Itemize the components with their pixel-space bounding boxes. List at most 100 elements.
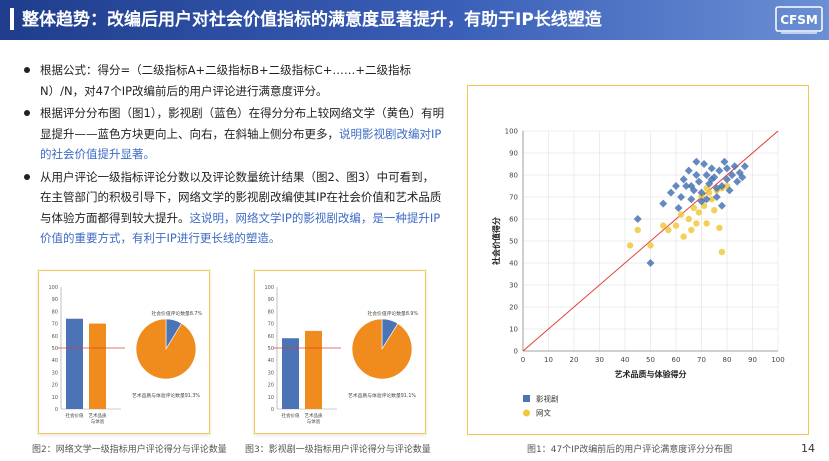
y-tick-label: 70 bbox=[268, 322, 274, 328]
fig2-card: 0 10 20 30 40 50 60 70 80 90 100 社会价值 艺术品质 与体验 社会价值评论数… bbox=[38, 270, 210, 434]
x-tick-label: 10 bbox=[544, 356, 553, 364]
y-tick-label: 60 bbox=[268, 334, 274, 340]
y-tick-label: 50 bbox=[268, 346, 274, 352]
scatter-point-webnovel bbox=[685, 215, 692, 223]
bullet-2: 根据评分分布图（图1），影视剧（蓝色）在得分分布上较网络文学（黄色）有明显提升—… bbox=[20, 103, 445, 165]
y-tick-label: 90 bbox=[509, 150, 518, 158]
bar-1 bbox=[89, 323, 106, 409]
y-tick-label: 0 bbox=[271, 407, 274, 413]
slide-title: 整体趋势：改编后用户对社会价值指标的满意度显著提升，有助于IP长线塑造 bbox=[22, 10, 602, 30]
scatter-point-drama bbox=[700, 160, 709, 168]
fig3-card: 0 10 20 30 40 50 60 70 80 90 100 社会价值 艺术品质 与体验 社会价值评论数… bbox=[254, 270, 426, 434]
fig2-caption: 图2：网络文学一级指标用户评论得分与评论数量 bbox=[32, 445, 227, 455]
pie-label-social: 社会价值评论数量8.9% bbox=[367, 310, 418, 317]
cfsm-logo: CFSM bbox=[775, 6, 823, 34]
scatter-point-drama bbox=[677, 193, 686, 201]
scatter-point-webnovel bbox=[690, 204, 698, 212]
bullet-1: 根据公式：得分=（二级指标A+二级指标B+二级指标C+……+二级指标N）/N，对… bbox=[20, 60, 445, 101]
scatter-point-webnovel bbox=[711, 207, 718, 214]
bullet-list: 根据公式：得分=（二级指标A+二级指标B+二级指标C+……+二级指标N）/N，对… bbox=[20, 60, 445, 251]
bar-category-label: 艺术品质 bbox=[305, 412, 323, 419]
x-tick-label: 80 bbox=[723, 356, 732, 364]
scatter-point-drama bbox=[679, 175, 688, 184]
pie-label-artistic: 艺术品质与体验评论数量91.1% bbox=[348, 392, 416, 399]
y-tick-label: 40 bbox=[509, 260, 518, 268]
scatter-point-drama bbox=[707, 164, 716, 173]
y-tick-label: 20 bbox=[52, 383, 58, 389]
scatter-point-drama bbox=[694, 177, 703, 186]
y-tick-label: 50 bbox=[52, 346, 58, 352]
scatter-point-drama bbox=[702, 171, 711, 179]
scatter-point-drama bbox=[712, 193, 721, 201]
scatter-point-drama bbox=[659, 199, 668, 208]
pie-slice-1 bbox=[351, 318, 413, 380]
scatter-point-drama bbox=[725, 186, 734, 195]
scatter-point-drama bbox=[715, 166, 724, 175]
scatter-point-drama bbox=[720, 157, 729, 166]
x-axis-label: 艺术品质与体验得分 bbox=[615, 369, 687, 379]
y-tick-label: 70 bbox=[52, 322, 58, 328]
scatter-point-webnovel bbox=[634, 226, 641, 234]
fig1-caption: 图1：47个IP改编前后的用户评论满意度评分分布图 bbox=[527, 445, 733, 455]
scatter-point-webnovel bbox=[688, 226, 695, 234]
x-tick-label: 40 bbox=[621, 356, 630, 364]
bar-category-label: 艺术品质 bbox=[89, 412, 107, 419]
scatter-point-drama bbox=[697, 197, 706, 206]
scatter-point-drama bbox=[646, 259, 655, 267]
y-tick-label: 80 bbox=[52, 309, 58, 315]
x-tick-label: 30 bbox=[595, 356, 604, 364]
scatter-point-drama bbox=[705, 179, 714, 188]
scatter-point-webnovel bbox=[698, 193, 705, 201]
bar-category-label-cont: 与体验 bbox=[91, 418, 105, 425]
scatter-point-webnovel bbox=[665, 226, 672, 234]
y-tick-label: 60 bbox=[509, 216, 518, 224]
scatter-point-drama bbox=[723, 164, 731, 173]
scatter-point-drama bbox=[730, 162, 739, 171]
bullet-3: 从用户评论一级指标评论分数以及评论数量统计结果（图2、图3）中可看到，在主管部门… bbox=[20, 167, 445, 249]
scatter-point-drama bbox=[633, 215, 642, 223]
legend-label-drama: 影视剧 bbox=[536, 394, 559, 404]
scatter-point-webnovel bbox=[647, 242, 654, 249]
bar-0 bbox=[282, 338, 299, 409]
scatter-point-drama bbox=[723, 175, 731, 184]
scatter-point-webnovel bbox=[672, 222, 680, 229]
bullet-3-text: 从用户评论一级指标评论分数以及评论数量统计结果（图2、图3）中可看到，在主管部门… bbox=[40, 169, 442, 225]
y-tick-label: 60 bbox=[52, 334, 58, 340]
y-tick-label: 40 bbox=[268, 358, 274, 364]
bullet-3-highlight: 这说明，网络文学IP的影视剧改编，是一种提升IP价值的重要方式，有利于IP进行更… bbox=[40, 210, 441, 246]
y-tick-label: 80 bbox=[509, 172, 518, 180]
y-tick-label: 0 bbox=[514, 348, 518, 356]
scatter-point-drama bbox=[740, 162, 749, 171]
scatter-point-webnovel bbox=[626, 242, 634, 249]
y-tick-label: 100 bbox=[264, 285, 274, 291]
bar-1 bbox=[305, 330, 322, 409]
pie-label-social: 社会价值评论数量8.7% bbox=[151, 310, 202, 317]
logo-text: CFSM bbox=[780, 13, 818, 27]
bar-category-label: 社会价值 bbox=[282, 412, 300, 419]
scatter-point-drama bbox=[689, 186, 698, 195]
y-tick-label: 0 bbox=[55, 407, 58, 413]
header-accent-bar bbox=[10, 8, 14, 30]
scatter-point-webnovel bbox=[660, 222, 667, 229]
x-tick-label: 20 bbox=[570, 356, 579, 364]
x-tick-label: 0 bbox=[521, 356, 525, 364]
scatter-point-drama bbox=[692, 171, 701, 179]
y-tick-label: 100 bbox=[505, 128, 518, 136]
fig3-caption: 图3：影视剧一级指标用户评论得分与评论数量 bbox=[245, 445, 431, 455]
y-tick-label: 30 bbox=[268, 370, 274, 376]
y-tick-label: 10 bbox=[509, 326, 518, 334]
y-tick-label: 90 bbox=[268, 297, 274, 303]
y-axis-label: 社会价值得分 bbox=[491, 217, 501, 266]
pie-slice-1 bbox=[135, 318, 197, 380]
scatter-point-webnovel bbox=[680, 233, 687, 240]
y-tick-label: 10 bbox=[52, 395, 58, 401]
y-tick-label: 40 bbox=[52, 358, 58, 364]
bar-category-label: 社会价值 bbox=[66, 412, 84, 419]
y-tick-label: 50 bbox=[509, 238, 518, 246]
bullet-2-highlight: 说明影视剧改编对IP的社会价值提升显著。 bbox=[40, 126, 442, 162]
legend-swatch-drama bbox=[523, 395, 530, 402]
scatter-point-drama bbox=[707, 175, 716, 184]
fig3-chart: 0 10 20 30 40 50 60 70 80 90 100 社会价值 艺术品质与体验 社会价值评论数… bbox=[264, 285, 418, 425]
y-tick-label: 70 bbox=[509, 194, 518, 202]
scatter-point-drama bbox=[717, 182, 726, 190]
